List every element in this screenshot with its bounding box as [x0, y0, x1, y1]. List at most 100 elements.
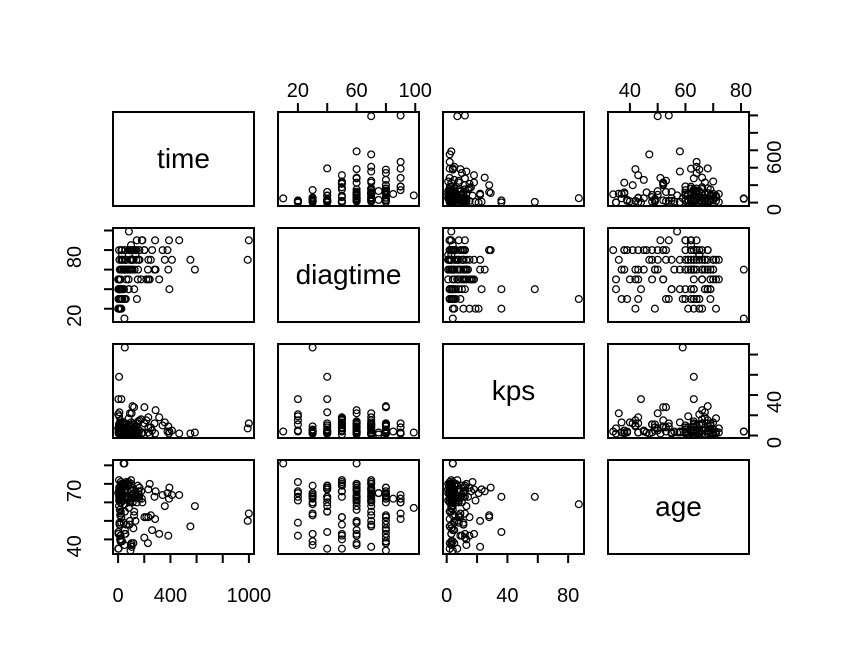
data-point [389, 427, 398, 436]
data-point [653, 246, 662, 255]
data-point [148, 526, 157, 535]
data-point [617, 418, 626, 427]
data-point [409, 191, 418, 200]
data-point [367, 112, 376, 121]
axis-tick-label: 40 [619, 80, 641, 102]
data-point [352, 147, 361, 156]
data-point [474, 304, 483, 313]
data-point [739, 427, 748, 436]
data-point [675, 427, 684, 436]
data-point [308, 428, 317, 437]
data-point [497, 492, 506, 501]
data-point [692, 265, 701, 274]
axis-tick-label: 600 [764, 141, 786, 174]
data-point [611, 275, 621, 284]
data-point [678, 343, 687, 352]
data-point [471, 496, 480, 505]
data-point [664, 294, 673, 304]
data-point [175, 429, 184, 438]
data-point [164, 429, 174, 438]
data-point [337, 544, 346, 553]
data-point [190, 428, 199, 437]
data-point [462, 167, 471, 176]
data-point [454, 285, 463, 294]
data-point [308, 422, 317, 431]
data-point [448, 241, 457, 250]
data-point [609, 190, 618, 199]
data-point [323, 507, 332, 516]
panel-border [442, 459, 585, 555]
data-point [689, 395, 698, 404]
data-point [450, 490, 459, 500]
data-point [367, 150, 376, 159]
data-point [117, 518, 126, 527]
data-point [164, 236, 174, 245]
data-point [323, 502, 332, 511]
data-point [447, 520, 456, 529]
panel-border [607, 111, 750, 207]
data-point [389, 189, 398, 199]
data-point [337, 477, 346, 487]
data-point [144, 485, 153, 494]
data-point [664, 419, 673, 428]
data-point [620, 246, 629, 255]
data-point [132, 255, 141, 264]
data-point [684, 265, 693, 274]
data-point [667, 285, 676, 294]
data-point [160, 502, 169, 511]
data-point [151, 487, 160, 496]
data-point [709, 275, 718, 284]
data-point [703, 246, 712, 255]
data-point [476, 516, 485, 525]
scatter-panel-r4c1 [114, 459, 253, 555]
data-point [448, 285, 457, 294]
data-point [695, 304, 704, 313]
data-point [114, 304, 124, 313]
data-point [293, 531, 302, 540]
scatter-panel-r3c1 [114, 343, 253, 439]
data-point [739, 265, 748, 274]
scatter-panel-r1c2 [279, 111, 418, 207]
data-point [678, 294, 687, 304]
data-point [120, 428, 129, 437]
data-point [396, 423, 405, 432]
data-point [686, 285, 696, 294]
data-point [323, 492, 332, 501]
data-point [115, 372, 124, 381]
data-point [160, 255, 169, 264]
data-point [650, 194, 659, 203]
scatter-panel-r3c2 [279, 343, 418, 439]
data-point [700, 265, 709, 274]
data-point [337, 196, 346, 205]
data-point [114, 395, 123, 404]
data-point [337, 421, 346, 430]
data-point [167, 255, 176, 264]
diag-panel-box [607, 459, 750, 555]
data-point [460, 236, 469, 245]
data-point [625, 275, 634, 284]
data-point [133, 481, 142, 490]
data-point [656, 429, 665, 438]
data-point [155, 413, 164, 422]
data-point [476, 255, 485, 264]
axis-tick-label: 100 [399, 80, 432, 102]
axis-tick-label: 60 [674, 80, 696, 102]
data-point [352, 490, 361, 500]
data-point [124, 492, 133, 501]
data-point [323, 427, 332, 436]
data-point [396, 164, 405, 173]
data-point [689, 304, 698, 313]
data-point [664, 196, 673, 205]
data-point [454, 236, 463, 245]
data-point [164, 265, 173, 274]
data-point [337, 183, 346, 192]
data-point [634, 275, 643, 284]
data-point [381, 489, 390, 498]
data-point [323, 498, 332, 507]
data-point [243, 424, 252, 433]
data-point [128, 490, 137, 500]
data-point [497, 527, 506, 537]
data-point [681, 255, 690, 264]
data-point [131, 250, 140, 260]
data-point [352, 423, 361, 432]
